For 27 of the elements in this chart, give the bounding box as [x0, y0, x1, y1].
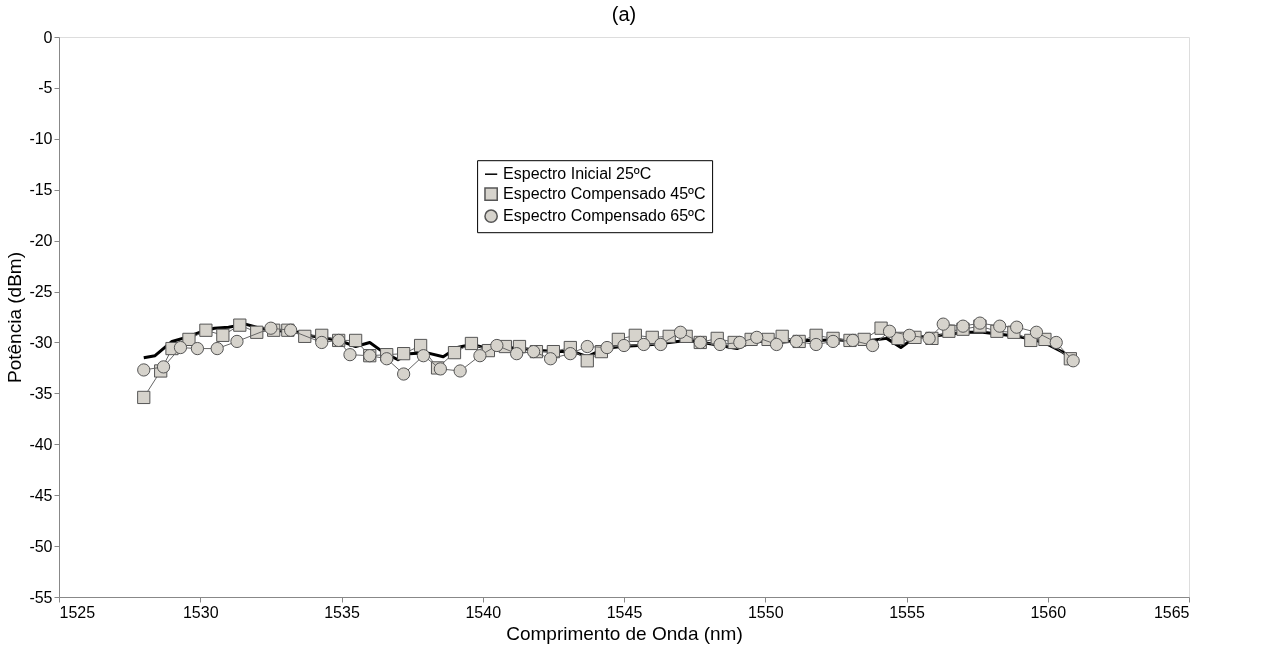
y-tick-label: -30 — [29, 333, 53, 351]
x-tick-label: 1535 — [324, 603, 360, 621]
y-tick-label: -50 — [29, 537, 53, 555]
x-tick-label: 1565 — [1153, 603, 1190, 621]
y-tick-label: -40 — [29, 435, 53, 453]
y-tick-label: 0 — [43, 28, 53, 46]
legend-label: Espectro Compensado 45ºC — [503, 185, 706, 203]
y-tick-label: -20 — [29, 232, 53, 250]
legend-label: Espectro Inicial 25ºC — [503, 165, 652, 183]
x-axis-title: Comprimento de Onda (nm) — [506, 622, 743, 644]
x-tick-label: 1560 — [1030, 603, 1067, 621]
y-tick-label: -55 — [29, 588, 53, 606]
x-tick-label: 1555 — [889, 603, 925, 621]
y-tick-label: -5 — [38, 79, 53, 97]
legend-label: Espectro Compensado 65ºC — [503, 207, 706, 225]
x-tick-label: 1530 — [182, 603, 219, 621]
y-tick-label: -25 — [29, 283, 53, 301]
y-tick-label: -35 — [29, 384, 53, 402]
x-tick-label: 1540 — [465, 603, 502, 621]
chart-title: (a) — [611, 3, 637, 25]
y-tick-label: -45 — [29, 486, 53, 504]
y-tick-label: -15 — [29, 181, 53, 199]
x-tick-label: 1550 — [747, 603, 784, 621]
y-axis-title: Potência (dBm) — [4, 252, 26, 383]
y-tick-label: -10 — [29, 130, 53, 148]
x-tick-label: 1525 — [59, 603, 96, 621]
x-tick-label: 1545 — [606, 603, 643, 621]
